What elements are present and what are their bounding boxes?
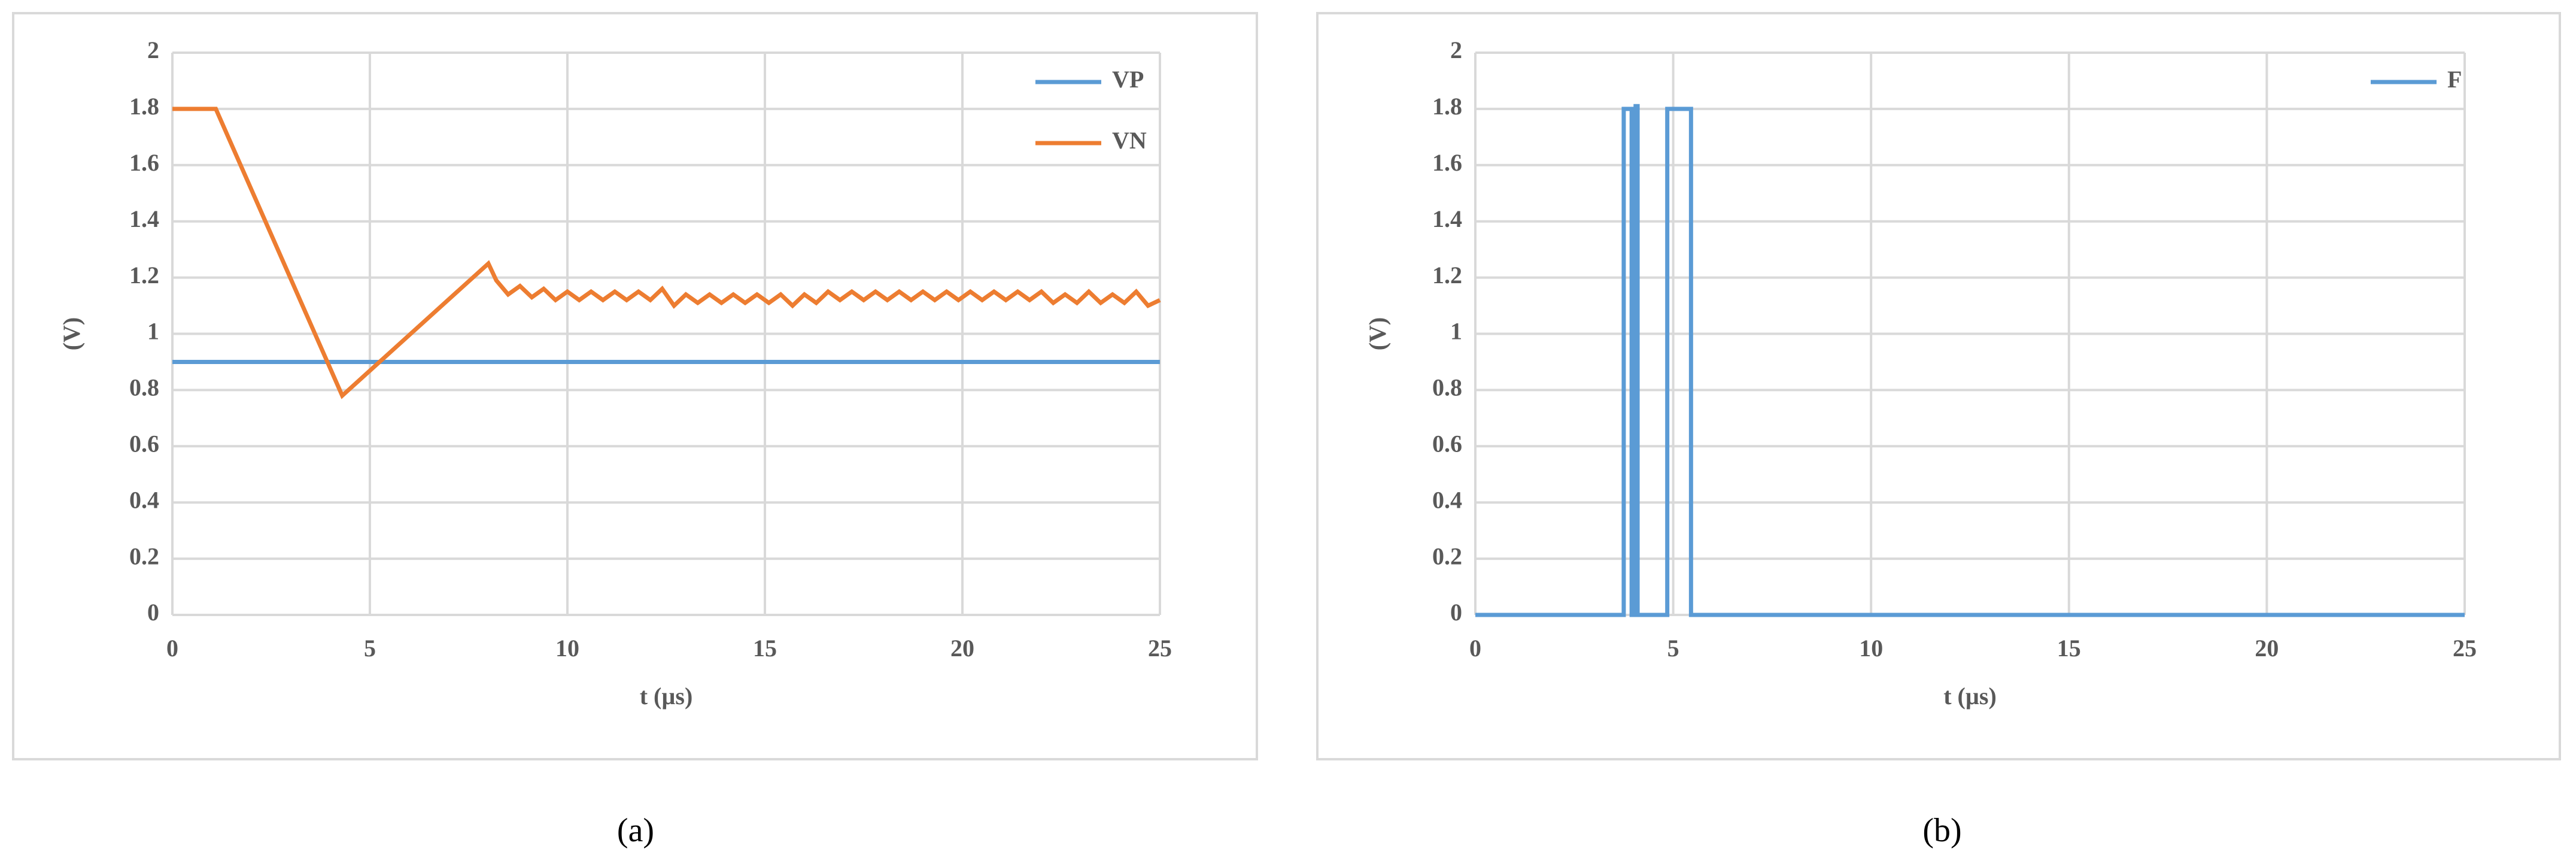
chart-border (1316, 12, 2561, 760)
y-tick-label: 0.2 (1432, 542, 1462, 569)
y-tick-label: 2 (147, 37, 159, 63)
chart-border (12, 12, 1258, 760)
y-tick-label: 0.6 (1432, 430, 1462, 457)
legend-label: VN (1112, 127, 1147, 154)
caption: (a) (617, 812, 654, 849)
x-tick-label: 0 (1469, 635, 1481, 662)
series-line (1475, 104, 2465, 617)
y-tick-label: 2 (1450, 37, 1462, 63)
chart: 00.20.40.60.811.21.41.61.820 5 10 15 20 25t (… (1316, 12, 2561, 849)
x-axis-title: t (µs) (1943, 683, 1997, 710)
y-tick-label: 0.6 (129, 430, 159, 457)
y-tick-label: 1 (1450, 318, 1462, 345)
y-tick-label: 0.8 (1432, 374, 1462, 401)
x-tick-label: 10 (1859, 635, 1883, 662)
x-tick-label: 15 (2057, 635, 2081, 662)
y-tick-label: 1.4 (129, 205, 159, 232)
y-tick-label: 1.2 (1432, 262, 1462, 289)
x-tick-label: 10 (555, 635, 579, 662)
y-tick-label: 1.8 (1432, 93, 1462, 120)
y-tick-label: 0.4 (1432, 486, 1462, 513)
y-tick-label: 1.6 (129, 149, 159, 176)
x-tick-label: 25 (1148, 635, 1172, 662)
y-tick-label: 0.8 (129, 374, 159, 401)
y-tick-label: 0.2 (129, 542, 159, 569)
caption: (b) (1922, 812, 1961, 849)
y-tick-label: 0 (147, 599, 159, 626)
y-tick-label: 1.2 (129, 262, 159, 289)
legend-label: F (2447, 66, 2462, 93)
x-tick-label: 15 (753, 635, 777, 662)
x-tick-label: 0 (166, 635, 178, 662)
x-tick-label: 20 (2255, 635, 2279, 662)
y-tick-label: 1.6 (1432, 149, 1462, 176)
y-tick-label: 1.4 (1432, 205, 1462, 232)
x-axis-title: t (µs) (640, 683, 693, 710)
y-axis-title: (V) (58, 317, 85, 351)
y-axis-title: (V) (1364, 317, 1391, 351)
chart: 00.20.40.60.811.21.41.61.820 5 10 15 20 25t (… (12, 12, 1258, 849)
x-tick-label: 20 (950, 635, 974, 662)
series-line (172, 107, 1161, 399)
x-tick-label: 5 (364, 635, 376, 662)
y-tick-label: 1 (147, 318, 159, 345)
legend-label: VP (1112, 66, 1144, 93)
y-tick-label: 1.8 (129, 93, 159, 120)
y-tick-label: 0 (1450, 599, 1462, 626)
x-tick-label: 25 (2453, 635, 2477, 662)
x-tick-label: 5 (1667, 635, 1679, 662)
y-tick-label: 0.4 (129, 486, 159, 513)
